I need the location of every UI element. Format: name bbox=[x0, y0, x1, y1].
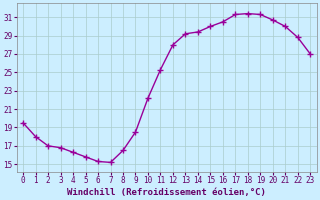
X-axis label: Windchill (Refroidissement éolien,°C): Windchill (Refroidissement éolien,°C) bbox=[67, 188, 266, 197]
